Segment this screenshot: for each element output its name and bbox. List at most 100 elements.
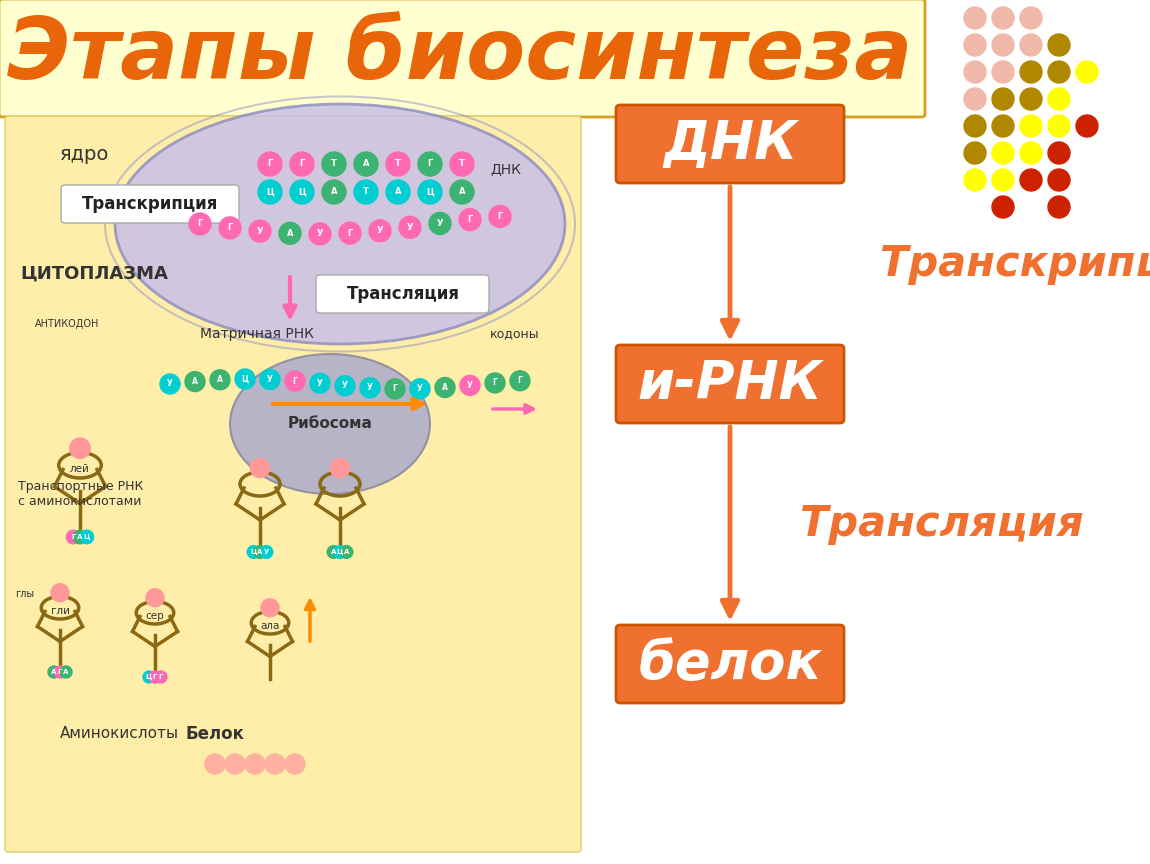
Circle shape bbox=[992, 7, 1014, 29]
Text: Г: Г bbox=[198, 219, 202, 228]
Circle shape bbox=[1020, 61, 1042, 83]
Text: У: У bbox=[437, 219, 443, 228]
Circle shape bbox=[264, 754, 285, 774]
Circle shape bbox=[235, 369, 255, 389]
Circle shape bbox=[1020, 88, 1042, 110]
Circle shape bbox=[1020, 169, 1042, 191]
Circle shape bbox=[369, 219, 391, 242]
Text: Г: Г bbox=[228, 224, 232, 232]
Text: Этапы биосинтеза: Этапы биосинтеза bbox=[7, 15, 913, 98]
Circle shape bbox=[60, 666, 72, 678]
Circle shape bbox=[1048, 61, 1070, 83]
Circle shape bbox=[1048, 169, 1070, 191]
Circle shape bbox=[964, 7, 986, 29]
Text: ЦИТОПЛАЗМА: ЦИТОПЛАЗМА bbox=[20, 265, 168, 283]
Text: А: А bbox=[362, 160, 369, 168]
Circle shape bbox=[417, 180, 442, 204]
Text: А: А bbox=[394, 187, 401, 196]
Circle shape bbox=[460, 375, 480, 396]
Text: У: У bbox=[342, 381, 348, 391]
Text: Г: Г bbox=[299, 160, 305, 168]
Text: А: А bbox=[442, 383, 448, 392]
Circle shape bbox=[328, 545, 340, 558]
Text: Т: Т bbox=[331, 160, 337, 168]
Circle shape bbox=[509, 371, 530, 391]
Text: А: А bbox=[286, 229, 293, 238]
Circle shape bbox=[279, 222, 301, 245]
Text: А: А bbox=[217, 375, 223, 384]
Circle shape bbox=[185, 372, 205, 391]
Ellipse shape bbox=[230, 354, 430, 494]
Circle shape bbox=[250, 220, 271, 242]
Text: Трансляция: Трансляция bbox=[346, 285, 460, 303]
Text: Ц: Ц bbox=[298, 187, 306, 196]
Text: Г: Г bbox=[58, 669, 62, 675]
Text: Ц: Ц bbox=[266, 187, 274, 196]
Circle shape bbox=[450, 180, 474, 204]
Text: Ц: Ц bbox=[146, 674, 152, 680]
Circle shape bbox=[964, 142, 986, 164]
Text: У: У bbox=[417, 384, 423, 393]
FancyBboxPatch shape bbox=[616, 625, 844, 703]
FancyBboxPatch shape bbox=[0, 0, 925, 117]
Circle shape bbox=[70, 438, 90, 459]
Circle shape bbox=[964, 34, 986, 56]
Circle shape bbox=[254, 545, 267, 558]
Text: лей: лей bbox=[70, 464, 90, 473]
Circle shape bbox=[290, 180, 314, 204]
Circle shape bbox=[210, 370, 230, 390]
Text: А: А bbox=[331, 549, 336, 555]
Circle shape bbox=[205, 754, 225, 774]
Text: А: А bbox=[77, 534, 83, 540]
Circle shape bbox=[992, 142, 1014, 164]
Circle shape bbox=[261, 599, 279, 617]
Text: У: У bbox=[317, 378, 323, 388]
Text: У: У bbox=[316, 230, 323, 238]
Text: Г: Г bbox=[492, 378, 498, 387]
Text: Г: Г bbox=[153, 674, 158, 680]
Circle shape bbox=[340, 545, 353, 558]
Text: Г: Г bbox=[497, 212, 503, 221]
Circle shape bbox=[339, 222, 361, 245]
Text: У: У bbox=[467, 381, 473, 390]
Circle shape bbox=[435, 378, 455, 397]
Circle shape bbox=[160, 374, 181, 394]
Circle shape bbox=[1076, 61, 1098, 83]
Text: ядро: ядро bbox=[60, 144, 109, 163]
FancyBboxPatch shape bbox=[61, 185, 239, 223]
Circle shape bbox=[1048, 115, 1070, 137]
Text: Ц: Ц bbox=[242, 374, 248, 384]
Text: Г: Г bbox=[267, 160, 273, 168]
Text: Ц: Ц bbox=[427, 187, 434, 196]
Circle shape bbox=[334, 545, 346, 558]
Circle shape bbox=[67, 530, 80, 543]
Circle shape bbox=[354, 152, 378, 176]
Circle shape bbox=[1076, 115, 1098, 137]
Circle shape bbox=[964, 88, 986, 110]
Text: Ц: Ц bbox=[337, 549, 343, 555]
Circle shape bbox=[143, 671, 155, 683]
Text: Г: Г bbox=[467, 215, 473, 224]
Text: У: У bbox=[367, 384, 373, 392]
Circle shape bbox=[258, 152, 282, 176]
Circle shape bbox=[992, 196, 1014, 218]
Circle shape bbox=[450, 152, 474, 176]
Text: ДНК: ДНК bbox=[490, 162, 521, 176]
Text: глы: глы bbox=[15, 589, 34, 599]
Circle shape bbox=[1048, 88, 1070, 110]
Text: Транскрипция: Транскрипция bbox=[82, 195, 218, 213]
Circle shape bbox=[225, 754, 245, 774]
Circle shape bbox=[485, 373, 505, 393]
Circle shape bbox=[48, 666, 60, 678]
Text: Ц: Ц bbox=[251, 549, 256, 555]
Circle shape bbox=[285, 371, 305, 391]
Circle shape bbox=[260, 545, 273, 558]
Circle shape bbox=[385, 379, 405, 399]
Circle shape bbox=[285, 754, 305, 774]
Text: Транскрипция: Транскрипция bbox=[880, 243, 1150, 285]
Text: Транспортные РНК
с аминокислотами: Транспортные РНК с аминокислотами bbox=[18, 480, 144, 508]
Circle shape bbox=[290, 152, 314, 176]
FancyBboxPatch shape bbox=[616, 105, 844, 183]
Text: Г: Г bbox=[518, 376, 522, 385]
Circle shape bbox=[189, 213, 210, 235]
